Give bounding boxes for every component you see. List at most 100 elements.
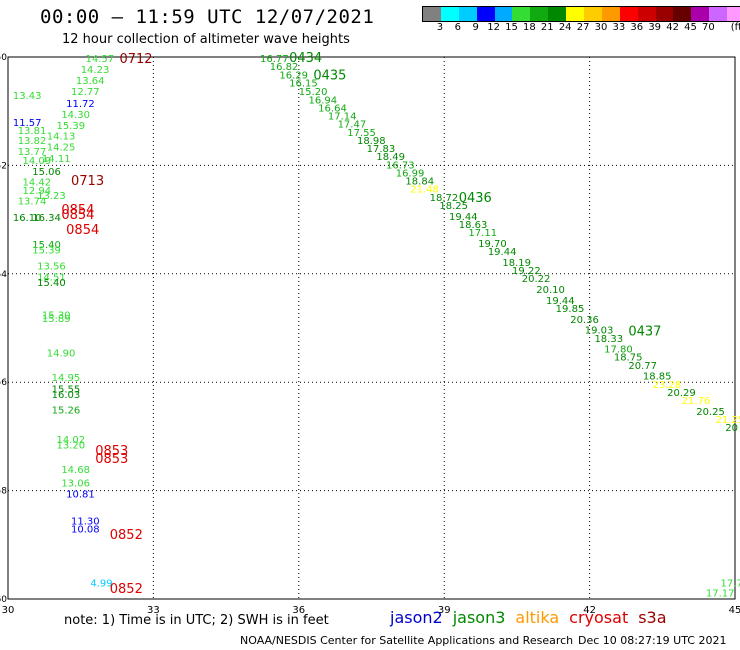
swh-data-label: 17.14 bbox=[328, 112, 357, 123]
swh-data-label: 16.77 bbox=[260, 54, 289, 65]
legend-label: 45 bbox=[684, 22, 697, 33]
legend-swatch bbox=[584, 7, 602, 21]
legend-swatch bbox=[691, 7, 710, 21]
swh-data-label: 16.94 bbox=[308, 95, 337, 106]
y-tick-label: -60 bbox=[0, 595, 7, 605]
x-tick-label: 36 bbox=[292, 605, 305, 616]
legend-label: 18 bbox=[523, 22, 536, 33]
swh-data-label: 20.29 bbox=[667, 388, 696, 399]
swh-data-label: 15.06 bbox=[32, 167, 61, 178]
y-tick-label: -58 bbox=[0, 487, 7, 497]
swh-data-label: 15.39 bbox=[56, 121, 85, 132]
legend-label: 24 bbox=[558, 22, 572, 33]
swh-data-label: 17.7 bbox=[720, 579, 740, 590]
swh-data-label: 13.56 bbox=[37, 262, 66, 273]
swh-data-label: 17.80 bbox=[604, 345, 633, 356]
swh-data-label: 16.73 bbox=[386, 160, 415, 171]
pass-id-label: 0713 bbox=[71, 174, 104, 189]
legend-swatch bbox=[619, 7, 638, 21]
pass-id-label: 0435 bbox=[313, 68, 346, 83]
swh-data-label: 18.98 bbox=[357, 136, 386, 147]
legend-label: 6 bbox=[454, 22, 461, 33]
swh-data-label: 13.64 bbox=[76, 76, 105, 87]
swh-data-label: 16.99 bbox=[396, 168, 425, 179]
pass-id-label: 0854 bbox=[66, 223, 99, 238]
legend-label: 33 bbox=[612, 22, 626, 33]
swh-data-label: 14.13 bbox=[47, 132, 76, 143]
legend-label: 39 bbox=[648, 22, 662, 33]
y-tick-label: -56 bbox=[0, 378, 7, 388]
swh-data-label: 15.20 bbox=[299, 87, 328, 98]
swh-data-label: 13.06 bbox=[61, 478, 90, 489]
swh-data-label: 13.23 bbox=[37, 191, 66, 202]
legend-label: 12 bbox=[487, 22, 500, 33]
swh-data-label: 17.11 bbox=[468, 228, 497, 239]
legend-swatch bbox=[548, 7, 567, 21]
swh-data-label: 19.03 bbox=[585, 326, 614, 337]
pass-id-label: 0854 bbox=[61, 203, 94, 218]
swh-data-label: 16.64 bbox=[318, 103, 347, 114]
swh-data-label: 20.36 bbox=[570, 315, 599, 326]
swh-data-label: 10.08 bbox=[71, 525, 100, 536]
swh-data-label: 18.72 bbox=[430, 193, 459, 204]
credit-text: NOAA/NESDIS Center for Satellite Applica… bbox=[240, 634, 574, 647]
satellite-s3a: s3a bbox=[638, 608, 667, 627]
legend-label: 42 bbox=[666, 22, 679, 33]
swh-data-label: 17.47 bbox=[338, 120, 367, 131]
swh-data-label: 14.23 bbox=[81, 65, 110, 76]
swh-data-label: 14.25 bbox=[47, 142, 76, 153]
swh-data-label: 16.15 bbox=[289, 78, 318, 89]
x-tick-label: 30 bbox=[2, 605, 15, 616]
swh-data-label: 15.89 bbox=[42, 314, 71, 325]
swh-data-label: 11.57 bbox=[13, 118, 42, 129]
legend-label: 36 bbox=[630, 22, 644, 33]
y-tick-label: -50 bbox=[0, 53, 7, 63]
swh-data-label: 13.77 bbox=[18, 147, 47, 158]
swh-data-label: 18.63 bbox=[459, 220, 488, 231]
swh-data-label: 20.25 bbox=[696, 407, 725, 418]
legend-swatch bbox=[727, 7, 740, 21]
satellite-altika: altika bbox=[515, 608, 560, 627]
swh-data-label: 14.95 bbox=[52, 373, 81, 384]
swh-data-label: 13.43 bbox=[13, 91, 42, 102]
legend-swatch bbox=[440, 7, 459, 21]
swh-data-label: 18.84 bbox=[405, 177, 434, 188]
swh-data-label: 20.22 bbox=[522, 274, 551, 285]
swh-data-label: 16.29 bbox=[279, 70, 308, 81]
legend-swatch bbox=[530, 7, 549, 21]
chart-subtitle: 12 hour collection of altimeter wave hei… bbox=[62, 32, 350, 47]
pass-id-label: 0852 bbox=[110, 582, 143, 597]
swh-data-label: 14.90 bbox=[47, 348, 76, 359]
swh-data-label: 19.44 bbox=[546, 296, 575, 307]
swh-data-label: 12.77 bbox=[71, 87, 100, 98]
swh-data-label: 18.49 bbox=[376, 152, 405, 163]
swh-data-label: 16.03 bbox=[52, 390, 81, 401]
swh-data-label: 16.10 bbox=[13, 213, 42, 224]
pass-id-label: 0434 bbox=[289, 51, 322, 66]
swh-data-label: 15.40 bbox=[32, 240, 61, 251]
swh-data-label: 14.11 bbox=[42, 154, 71, 165]
legend-label: 70 bbox=[702, 22, 715, 33]
legend-swatch bbox=[494, 7, 513, 21]
footer-note: note: 1) Time is in UTC; 2) SWH is in fe… bbox=[64, 613, 329, 628]
swh-data-label: 18.19 bbox=[502, 258, 531, 269]
swh-data-label: 12.94 bbox=[23, 186, 52, 197]
legend-label: 3 bbox=[436, 22, 444, 33]
swh-data-label: 17.17 bbox=[706, 588, 735, 599]
x-tick-label: 39 bbox=[438, 605, 451, 616]
legend-swatch bbox=[601, 7, 620, 21]
color-scale-legend bbox=[422, 6, 740, 22]
pass-id-label: 0712 bbox=[119, 52, 152, 67]
pass-id-label: 0437 bbox=[628, 325, 661, 340]
pass-id-label: 0436 bbox=[459, 191, 492, 206]
pass-id-label: 0852 bbox=[110, 528, 143, 543]
swh-data-label: 14.42 bbox=[23, 178, 52, 189]
swh-data-label: 13.81 bbox=[18, 126, 47, 137]
swh-data-label: 17.55 bbox=[347, 128, 376, 139]
satellite-jason2: jason2 bbox=[390, 608, 443, 627]
pass-id-label: 0854 bbox=[61, 208, 94, 223]
swh-data-label: 11.30 bbox=[71, 516, 100, 527]
swh-data-label: 4.99 bbox=[90, 579, 112, 590]
swh-data-label: 15.39 bbox=[32, 245, 61, 256]
plot-frame bbox=[7, 56, 736, 600]
